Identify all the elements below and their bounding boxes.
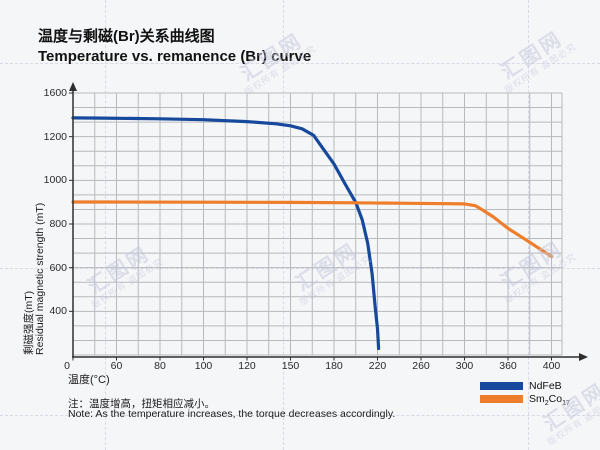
chart-title-zh: 温度与剩磁(Br)关系曲线图	[38, 28, 215, 45]
grid	[72, 92, 563, 356]
x-tick-label: 100	[194, 360, 213, 372]
ndfeb-curve	[71, 116, 381, 351]
axes	[69, 82, 588, 361]
series-curves	[71, 116, 554, 351]
y-tick-label: 1000	[43, 174, 67, 187]
x-tick-label: 260	[412, 360, 430, 372]
note-en: Note: As the temperature increases, the …	[68, 408, 396, 420]
y-tick-label: 400	[49, 305, 67, 318]
legend-text: Co	[548, 393, 563, 405]
legend-swatch-sm2co17	[480, 395, 523, 403]
y-tick-label: 1200	[43, 130, 67, 143]
legend-sub: 2	[544, 400, 549, 408]
y-tick-label: 600	[49, 261, 67, 274]
x-tick-label: 220	[368, 360, 387, 372]
x-tick-label: 120	[238, 360, 256, 372]
legend-text: Sm	[529, 393, 545, 405]
x-axis-label: 温度(°C)	[68, 374, 110, 386]
x-tick-label: 60	[110, 360, 123, 372]
chart-title-en: Temperature vs. remanence (Br) curve	[38, 48, 312, 65]
y-axis-label-en: Residual magnetic strength (mT)	[34, 202, 46, 355]
x-tick-label: 360	[499, 360, 517, 372]
x-tick-label: 150	[281, 360, 300, 372]
sm2co17-curve	[71, 200, 554, 259]
x-tick-label: 400	[542, 360, 561, 372]
y-tick-label: 800	[49, 218, 67, 230]
note-zh: 注：温度增高，扭矩相应减小。	[68, 398, 215, 410]
y-tick-label: 1600	[43, 87, 67, 99]
legend-swatch-ndfeb	[480, 382, 523, 390]
legend-label-ndfeb: NdFeB	[529, 380, 562, 392]
x-tick-label: 0	[64, 360, 70, 372]
x-tick-label: 80	[154, 360, 166, 372]
x-tick-label: 180	[325, 360, 343, 372]
legend-label-sm2co17: Sm2Co17	[529, 393, 570, 407]
x-tick-label: 300	[455, 360, 474, 372]
legend-sub: 17	[562, 400, 570, 408]
